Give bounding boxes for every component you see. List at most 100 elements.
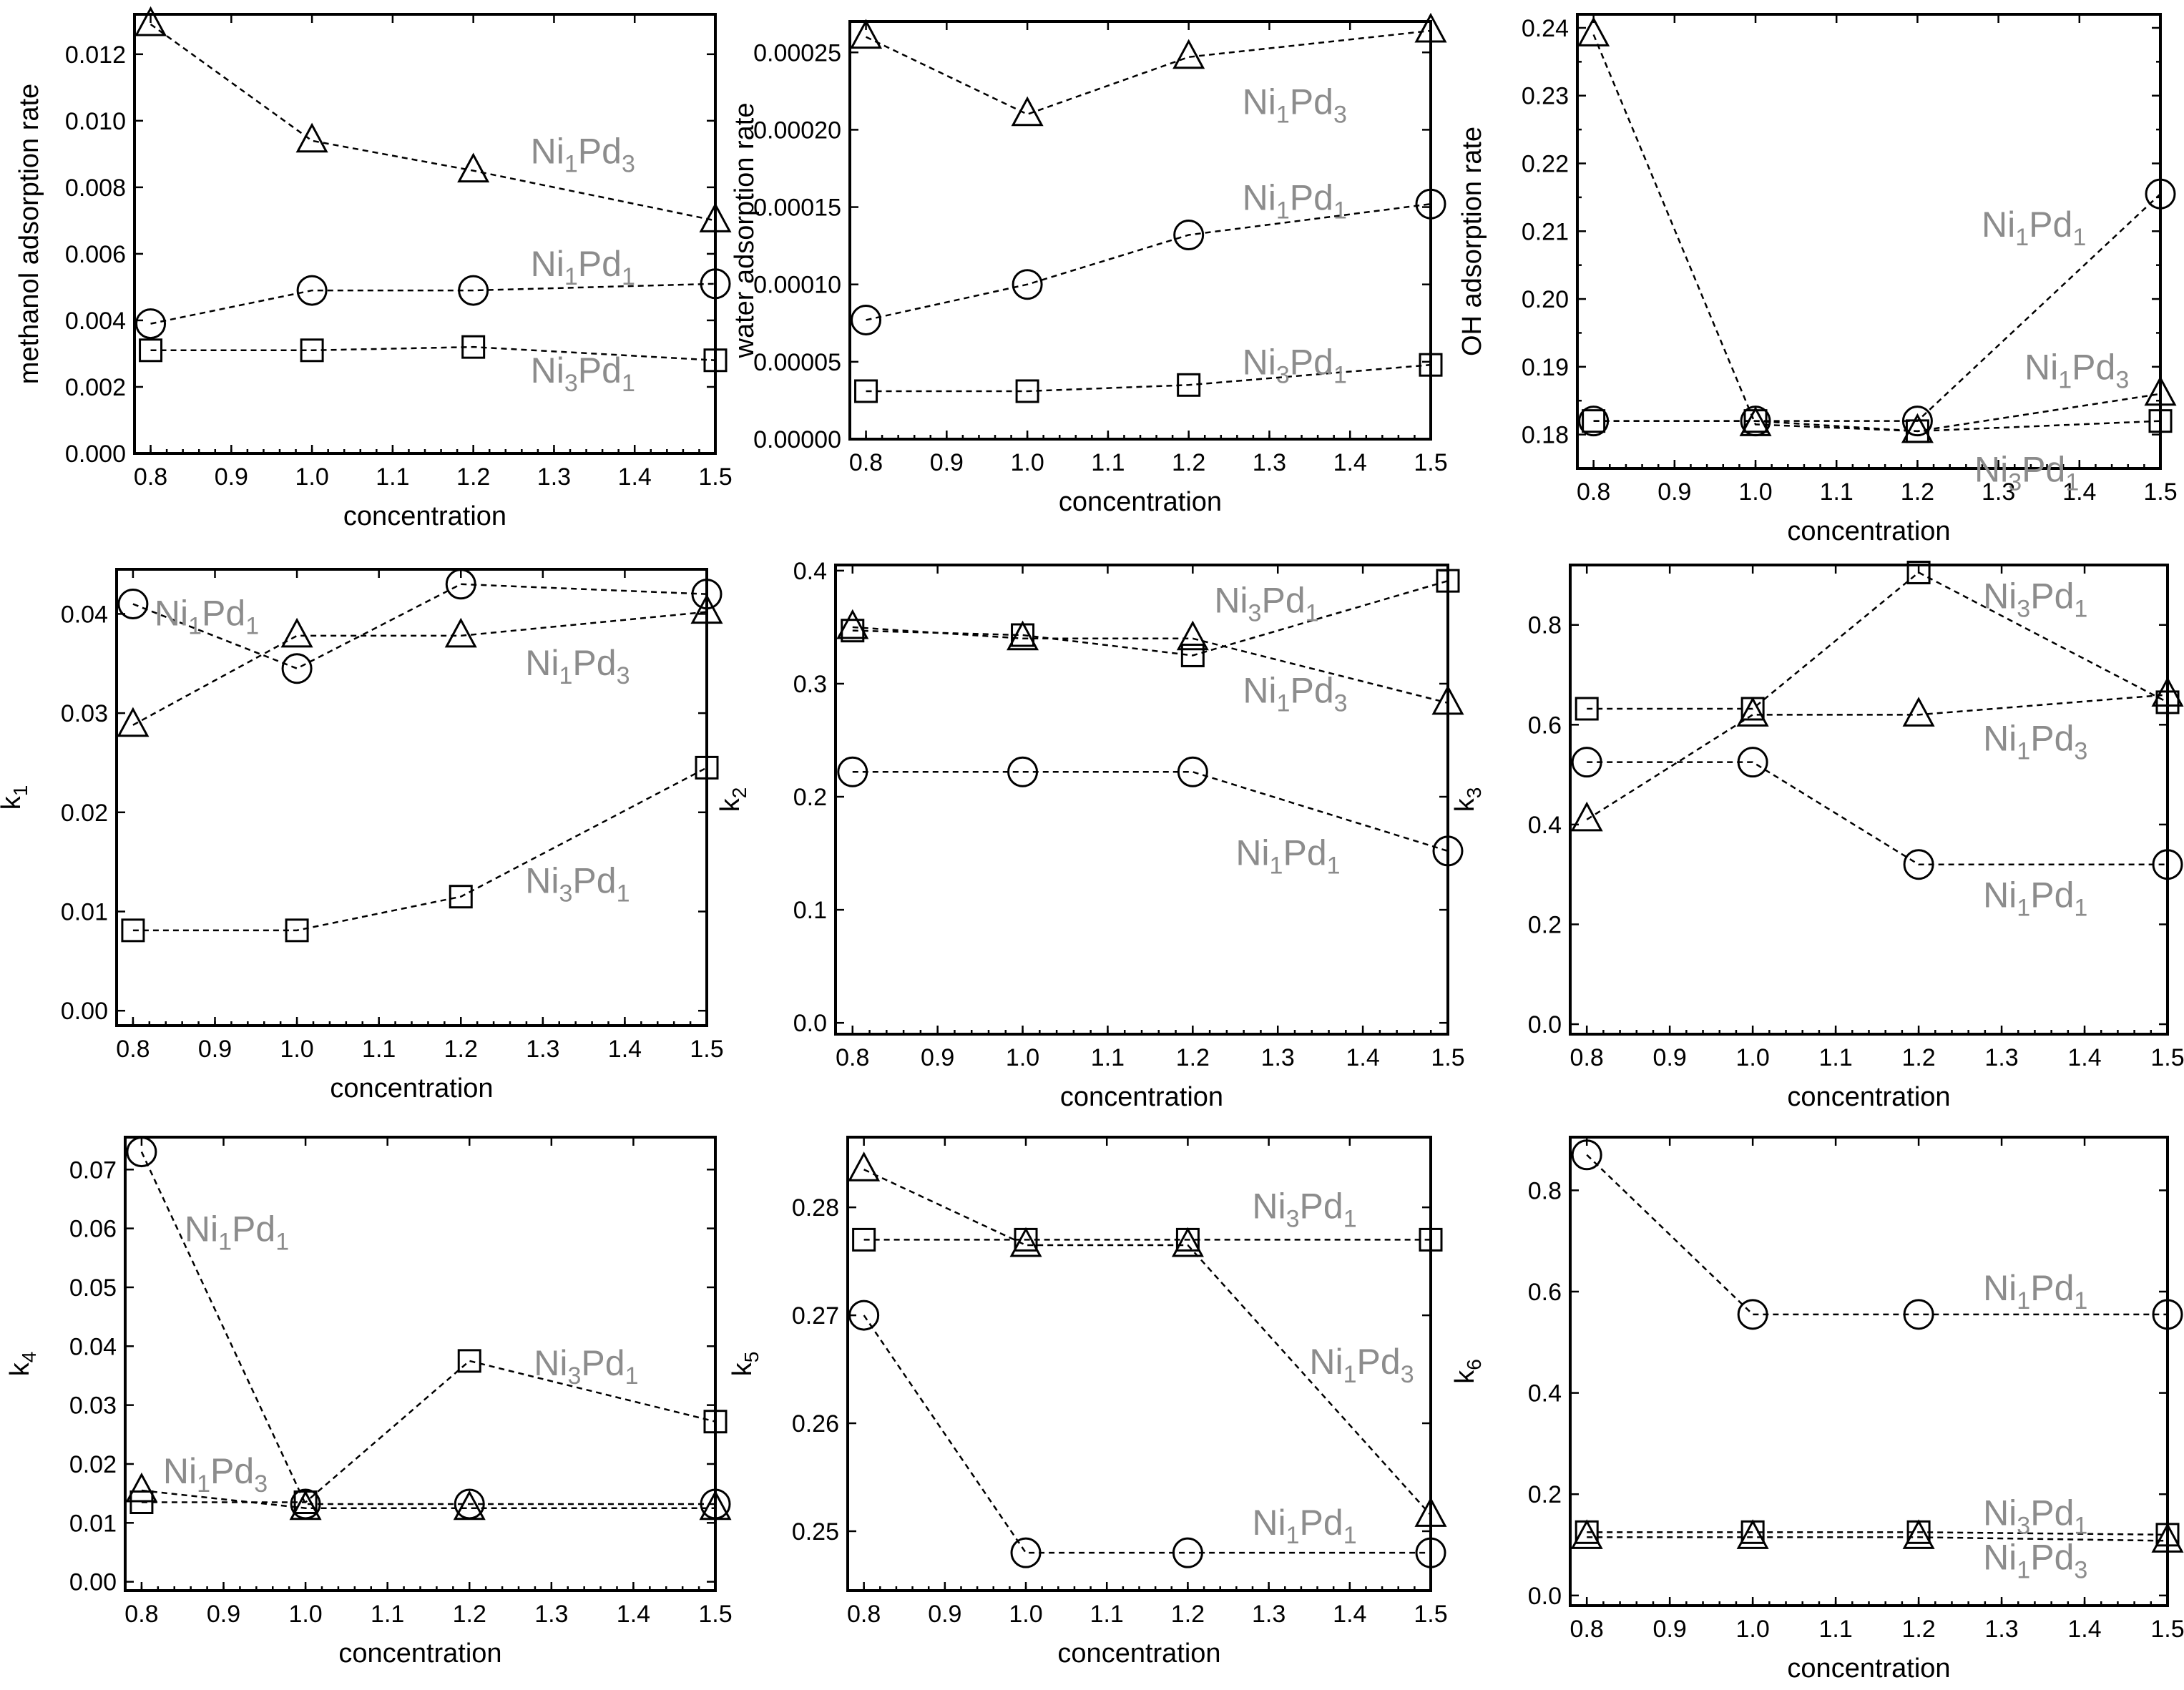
series-line-ni3pd1	[1593, 420, 2161, 433]
series-label-ni3pd1: Ni3Pd1	[1252, 1186, 1356, 1232]
x-tick-label: 0.9	[198, 1036, 232, 1063]
chart-panel-3: 0.8 0.9 1.0 1.1 1.2 1.3 1.4 1.5 0.18 0.19 0.20 0.21…	[1457, 13, 2178, 546]
y-axis-label: k3	[1450, 787, 1485, 812]
series-label-ni1pd3: Ni1Pd3	[1309, 1342, 1414, 1388]
series-label-ni3pd1: Ni3Pd1	[525, 861, 630, 908]
y-tick-label: 0.00010	[753, 272, 841, 299]
x-tick-label: 1.5	[690, 1036, 723, 1063]
series-line-ni3pd1	[1587, 571, 2168, 710]
x-tick-label: 1.1	[1091, 449, 1125, 476]
x-tick-label: 1.2	[453, 1601, 486, 1628]
triangle-marker	[457, 152, 490, 183]
x-axis-label: concentration	[1787, 1082, 1950, 1112]
x-tick-label: 0.9	[1653, 1616, 1687, 1643]
triangle-marker	[2144, 375, 2177, 406]
series-line-ni3pd1	[852, 579, 1449, 657]
circle-marker	[135, 308, 167, 340]
triangle-marker	[1172, 39, 1205, 69]
x-tick-label: 0.8	[1577, 478, 1610, 506]
series-label-ni1pd3: Ni1Pd3	[163, 1451, 268, 1498]
x-tick-label: 0.8	[836, 1044, 869, 1071]
circle-marker	[458, 275, 489, 306]
y-axis-label: k4	[5, 1352, 40, 1377]
square-marker	[1436, 569, 1460, 593]
square-marker	[121, 918, 145, 943]
series-line-ni1pd3	[150, 23, 716, 222]
series-label-ni3pd1: Ni3Pd1	[1214, 580, 1318, 627]
series-line-ni1pd1	[140, 1151, 715, 1505]
y-axis-label: OH adsorption rate	[1457, 127, 1487, 356]
series-label-ni3pd1: Ni3Pd1	[1983, 576, 2087, 622]
triangle-marker	[1736, 1519, 1769, 1549]
triangle-marker	[280, 617, 313, 648]
series-line-ni1pd3	[866, 29, 1431, 116]
circle-marker	[1415, 188, 1446, 220]
circle-marker	[281, 653, 313, 684]
y-tick-label: 0.00	[69, 1569, 117, 1596]
x-tick-label: 0.9	[215, 463, 248, 491]
x-axis-label: concentration	[1787, 516, 1950, 546]
square-marker	[1419, 1227, 1443, 1252]
y-tick-label: 0.6	[1528, 1279, 1562, 1306]
series-line-ni3pd1	[866, 363, 1431, 393]
series-label-ni1pd1: Ni1Pd1	[185, 1209, 289, 1256]
y-tick-label: 0.06	[69, 1216, 117, 1243]
x-tick-label: 1.1	[1820, 478, 1854, 506]
circle-marker	[1177, 756, 1208, 787]
x-tick-label: 1.4	[608, 1036, 642, 1063]
series-label-ni1pd1: Ni1Pd1	[1243, 177, 1347, 224]
x-tick-label: 1.0	[1006, 1044, 1039, 1071]
x-tick-label: 1.2	[456, 463, 490, 491]
y-axis-label: k2	[715, 787, 750, 812]
x-tick-label: 0.9	[1657, 478, 1691, 506]
series-line-ni1pd3	[863, 1169, 1431, 1516]
x-tick-label: 1.3	[534, 1601, 568, 1628]
y-tick-label: 0.04	[61, 601, 108, 628]
x-tick-label: 1.3	[1252, 1601, 1286, 1628]
y-tick-label: 0.18	[1522, 422, 1569, 449]
circle-marker	[1571, 1139, 1602, 1171]
circle-marker	[1012, 269, 1043, 300]
y-tick-label: 0.006	[65, 241, 126, 268]
circle-marker	[445, 569, 476, 600]
square-marker	[1906, 560, 1931, 584]
x-tick-label: 0.8	[116, 1036, 150, 1063]
x-tick-label: 1.3	[1984, 1044, 2018, 1071]
plot-frame	[834, 564, 1449, 1036]
x-tick-label: 0.8	[1570, 1044, 1604, 1071]
x-tick-label: 1.5	[698, 1601, 732, 1628]
triangle-marker	[1577, 16, 1610, 46]
y-tick-label: 0.4	[793, 558, 827, 585]
x-tick-label: 1.2	[1901, 1044, 1935, 1071]
x-tick-label: 0.8	[1570, 1616, 1604, 1643]
triangle-marker	[117, 707, 150, 737]
square-marker	[1419, 353, 1443, 377]
x-tick-label: 1.2	[1172, 449, 1205, 476]
y-tick-label: 0.01	[61, 899, 108, 926]
x-tick-label: 0.9	[207, 1601, 240, 1628]
x-tick-label: 1.3	[1261, 1044, 1295, 1071]
x-tick-label: 1.2	[1176, 1044, 1210, 1071]
square-marker	[449, 885, 473, 909]
y-tick-label: 0.00020	[753, 117, 841, 144]
x-tick-label: 1.4	[2067, 1616, 2101, 1643]
series-label-ni1pd1: Ni1Pd1	[1235, 832, 1340, 879]
x-tick-label: 0.9	[1653, 1044, 1687, 1071]
series-label-ni1pd3: Ni1Pd3	[2024, 348, 2129, 394]
circle-marker	[1903, 1299, 1934, 1330]
x-axis-label: concentration	[343, 501, 506, 531]
circle-marker	[1740, 406, 1771, 437]
series-label-ni3pd1: Ni3Pd1	[534, 1343, 638, 1390]
chart-panel-4: 0.8 0.9 1.0 1.1 1.2 1.3 1.4 1.5 0.00 0.01 0.02 0.03…	[0, 568, 724, 1104]
circle-marker	[1415, 1537, 1446, 1568]
x-tick-label: 1.5	[2143, 478, 2177, 506]
triangle-marker	[134, 6, 167, 36]
x-tick-label: 1.4	[1333, 449, 1367, 476]
x-tick-label: 1.3	[1253, 449, 1286, 476]
y-tick-label: 0.2	[1528, 911, 1562, 938]
triangle-marker	[1011, 96, 1044, 127]
x-tick-label: 0.8	[134, 463, 167, 491]
x-tick-label: 1.4	[617, 1601, 650, 1628]
series-line-ni1pd3	[852, 626, 1449, 704]
triangle-marker	[125, 1472, 158, 1503]
